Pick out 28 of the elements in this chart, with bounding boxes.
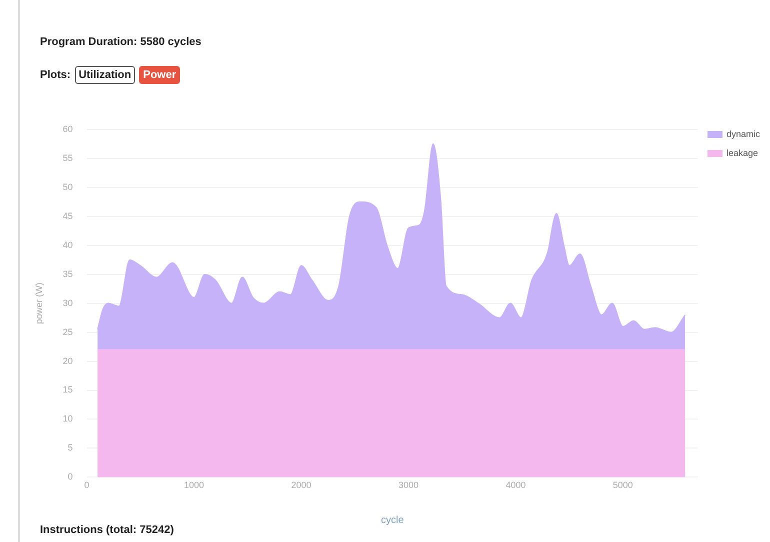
y-tick-label: 40	[62, 240, 73, 250]
y-tick-label: 55	[62, 152, 73, 163]
y-tick-label: 45	[62, 210, 73, 221]
chart-title: Program Duration: 5580 cycles	[40, 36, 202, 48]
y-tick-label: 15	[62, 384, 73, 395]
y-tick-label: 30	[62, 298, 73, 308]
y-tick-label: 50	[62, 182, 73, 192]
y-tick-label: 35	[62, 268, 73, 279]
y-axis-title: power (W)	[34, 282, 44, 324]
y-tick-label: 10	[62, 414, 73, 424]
x-axis-title: cycle	[381, 514, 404, 526]
text: Utilization	[74, 66, 136, 84]
x-tick-label: 5000	[612, 480, 633, 490]
x-tick-label: 1000	[184, 480, 204, 490]
y-tick-label: 0	[68, 472, 73, 482]
x-tick-label: 3000	[398, 480, 418, 490]
x-tick-label: 2000	[291, 480, 312, 490]
legend-label: leakage	[726, 148, 758, 158]
text: Plots:	[40, 69, 71, 81]
y-tick-label: 20	[62, 356, 73, 366]
text: Instructions (total: 75242)	[40, 524, 174, 536]
y-tick-label: 60	[62, 124, 73, 134]
x-tick-label: 4000	[506, 480, 526, 490]
text: Power	[139, 66, 180, 84]
legend-label: dynamic	[726, 128, 760, 139]
y-tick-label: 25	[62, 326, 73, 337]
y-tick-label: 5	[68, 442, 73, 453]
x-tick-label: 0	[84, 480, 90, 490]
